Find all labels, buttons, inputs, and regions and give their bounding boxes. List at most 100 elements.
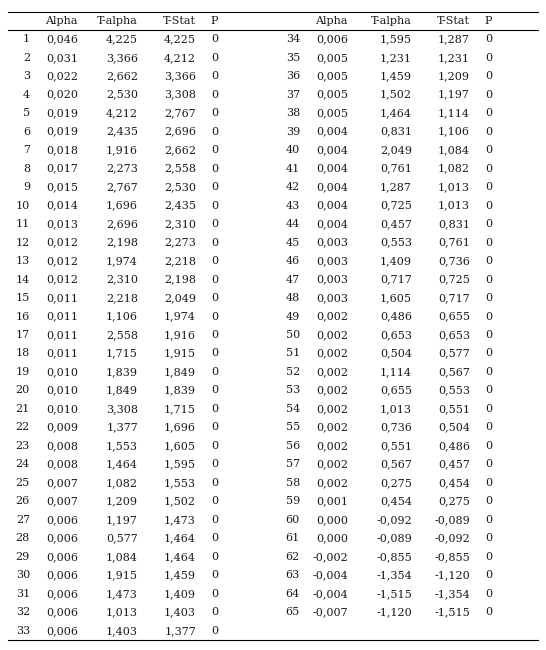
Text: 0,017: 0,017 bbox=[46, 164, 78, 174]
Text: 1,287: 1,287 bbox=[380, 182, 412, 192]
Text: 2,530: 2,530 bbox=[164, 182, 196, 192]
Text: 0,012: 0,012 bbox=[46, 256, 78, 266]
Text: 0,001: 0,001 bbox=[316, 497, 348, 506]
Text: 1,464: 1,464 bbox=[164, 552, 196, 562]
Text: 0,004: 0,004 bbox=[316, 145, 348, 155]
Text: 1,459: 1,459 bbox=[380, 72, 412, 81]
Text: 13: 13 bbox=[16, 256, 30, 266]
Text: 0: 0 bbox=[211, 497, 218, 506]
Text: 0: 0 bbox=[211, 238, 218, 248]
Text: P: P bbox=[211, 16, 218, 26]
Text: 1,084: 1,084 bbox=[438, 145, 470, 155]
Text: 5: 5 bbox=[23, 108, 30, 118]
Text: 2,696: 2,696 bbox=[106, 219, 138, 229]
Text: 7: 7 bbox=[23, 145, 30, 155]
Text: -0,089: -0,089 bbox=[376, 534, 412, 543]
Text: 1,915: 1,915 bbox=[106, 570, 138, 580]
Text: 46: 46 bbox=[286, 256, 300, 266]
Text: 0: 0 bbox=[485, 145, 492, 155]
Text: 0,007: 0,007 bbox=[46, 478, 78, 488]
Text: 0: 0 bbox=[485, 367, 492, 377]
Text: 0: 0 bbox=[211, 441, 218, 451]
Text: 0: 0 bbox=[485, 441, 492, 451]
Text: 0: 0 bbox=[485, 348, 492, 359]
Text: 0: 0 bbox=[211, 367, 218, 377]
Text: 8: 8 bbox=[23, 164, 30, 174]
Text: 0: 0 bbox=[485, 201, 492, 211]
Text: 56: 56 bbox=[286, 441, 300, 451]
Text: 0,486: 0,486 bbox=[438, 441, 470, 451]
Text: 12: 12 bbox=[16, 238, 30, 248]
Text: 11: 11 bbox=[16, 219, 30, 229]
Text: 0,022: 0,022 bbox=[46, 72, 78, 81]
Text: 0,002: 0,002 bbox=[316, 367, 348, 377]
Text: 6: 6 bbox=[23, 127, 30, 136]
Text: 2,662: 2,662 bbox=[106, 72, 138, 81]
Text: 28: 28 bbox=[16, 534, 30, 543]
Text: 0: 0 bbox=[211, 348, 218, 359]
Text: 0: 0 bbox=[211, 53, 218, 63]
Text: 62: 62 bbox=[286, 552, 300, 562]
Text: 24: 24 bbox=[16, 460, 30, 469]
Text: 0,003: 0,003 bbox=[316, 274, 348, 285]
Text: -0,855: -0,855 bbox=[434, 552, 470, 562]
Text: 2,310: 2,310 bbox=[164, 219, 196, 229]
Text: 0: 0 bbox=[485, 497, 492, 506]
Text: 0,003: 0,003 bbox=[316, 238, 348, 248]
Text: 0: 0 bbox=[211, 404, 218, 414]
Text: 0: 0 bbox=[211, 422, 218, 432]
Text: 0,004: 0,004 bbox=[316, 182, 348, 192]
Text: 0,014: 0,014 bbox=[46, 201, 78, 211]
Text: 2,218: 2,218 bbox=[106, 293, 138, 303]
Text: 0,486: 0,486 bbox=[380, 311, 412, 322]
Text: 1,106: 1,106 bbox=[106, 311, 138, 322]
Text: 43: 43 bbox=[286, 201, 300, 211]
Text: 2,558: 2,558 bbox=[106, 330, 138, 340]
Text: 0: 0 bbox=[211, 330, 218, 340]
Text: 59: 59 bbox=[286, 497, 300, 506]
Text: 0,002: 0,002 bbox=[316, 348, 348, 359]
Text: 3,366: 3,366 bbox=[106, 53, 138, 63]
Text: T-alpha: T-alpha bbox=[371, 16, 412, 26]
Text: 0: 0 bbox=[485, 90, 492, 99]
Text: 2,662: 2,662 bbox=[164, 145, 196, 155]
Text: 1,916: 1,916 bbox=[106, 145, 138, 155]
Text: 0: 0 bbox=[485, 515, 492, 525]
Text: 0,567: 0,567 bbox=[438, 367, 470, 377]
Text: 0,831: 0,831 bbox=[380, 127, 412, 136]
Text: 0,725: 0,725 bbox=[438, 274, 470, 285]
Text: 1,409: 1,409 bbox=[380, 256, 412, 266]
Text: 0,019: 0,019 bbox=[46, 127, 78, 136]
Text: 42: 42 bbox=[286, 182, 300, 192]
Text: 4,212: 4,212 bbox=[106, 108, 138, 118]
Text: 17: 17 bbox=[16, 330, 30, 340]
Text: 0: 0 bbox=[485, 164, 492, 174]
Text: 61: 61 bbox=[286, 534, 300, 543]
Text: 0: 0 bbox=[485, 182, 492, 192]
Text: 0: 0 bbox=[485, 330, 492, 340]
Text: 2,198: 2,198 bbox=[106, 238, 138, 248]
Text: 2,273: 2,273 bbox=[106, 164, 138, 174]
Text: T-Stat: T-Stat bbox=[437, 16, 470, 26]
Text: 0: 0 bbox=[211, 34, 218, 44]
Text: 20: 20 bbox=[16, 385, 30, 395]
Text: -0,004: -0,004 bbox=[312, 589, 348, 599]
Text: 49: 49 bbox=[286, 311, 300, 322]
Text: 0,000: 0,000 bbox=[316, 534, 348, 543]
Text: 0: 0 bbox=[211, 385, 218, 395]
Text: 65: 65 bbox=[286, 607, 300, 618]
Text: 0,002: 0,002 bbox=[316, 385, 348, 395]
Text: 1,013: 1,013 bbox=[106, 607, 138, 618]
Text: -1,515: -1,515 bbox=[376, 589, 412, 599]
Text: 53: 53 bbox=[286, 385, 300, 395]
Text: P: P bbox=[484, 16, 492, 26]
Text: 22: 22 bbox=[16, 422, 30, 432]
Text: 0: 0 bbox=[485, 534, 492, 543]
Text: 0: 0 bbox=[211, 256, 218, 266]
Text: 1,013: 1,013 bbox=[438, 201, 470, 211]
Text: 0: 0 bbox=[211, 570, 218, 580]
Text: 29: 29 bbox=[16, 552, 30, 562]
Text: 1,403: 1,403 bbox=[106, 626, 138, 636]
Text: 15: 15 bbox=[16, 293, 30, 303]
Text: 10: 10 bbox=[16, 201, 30, 211]
